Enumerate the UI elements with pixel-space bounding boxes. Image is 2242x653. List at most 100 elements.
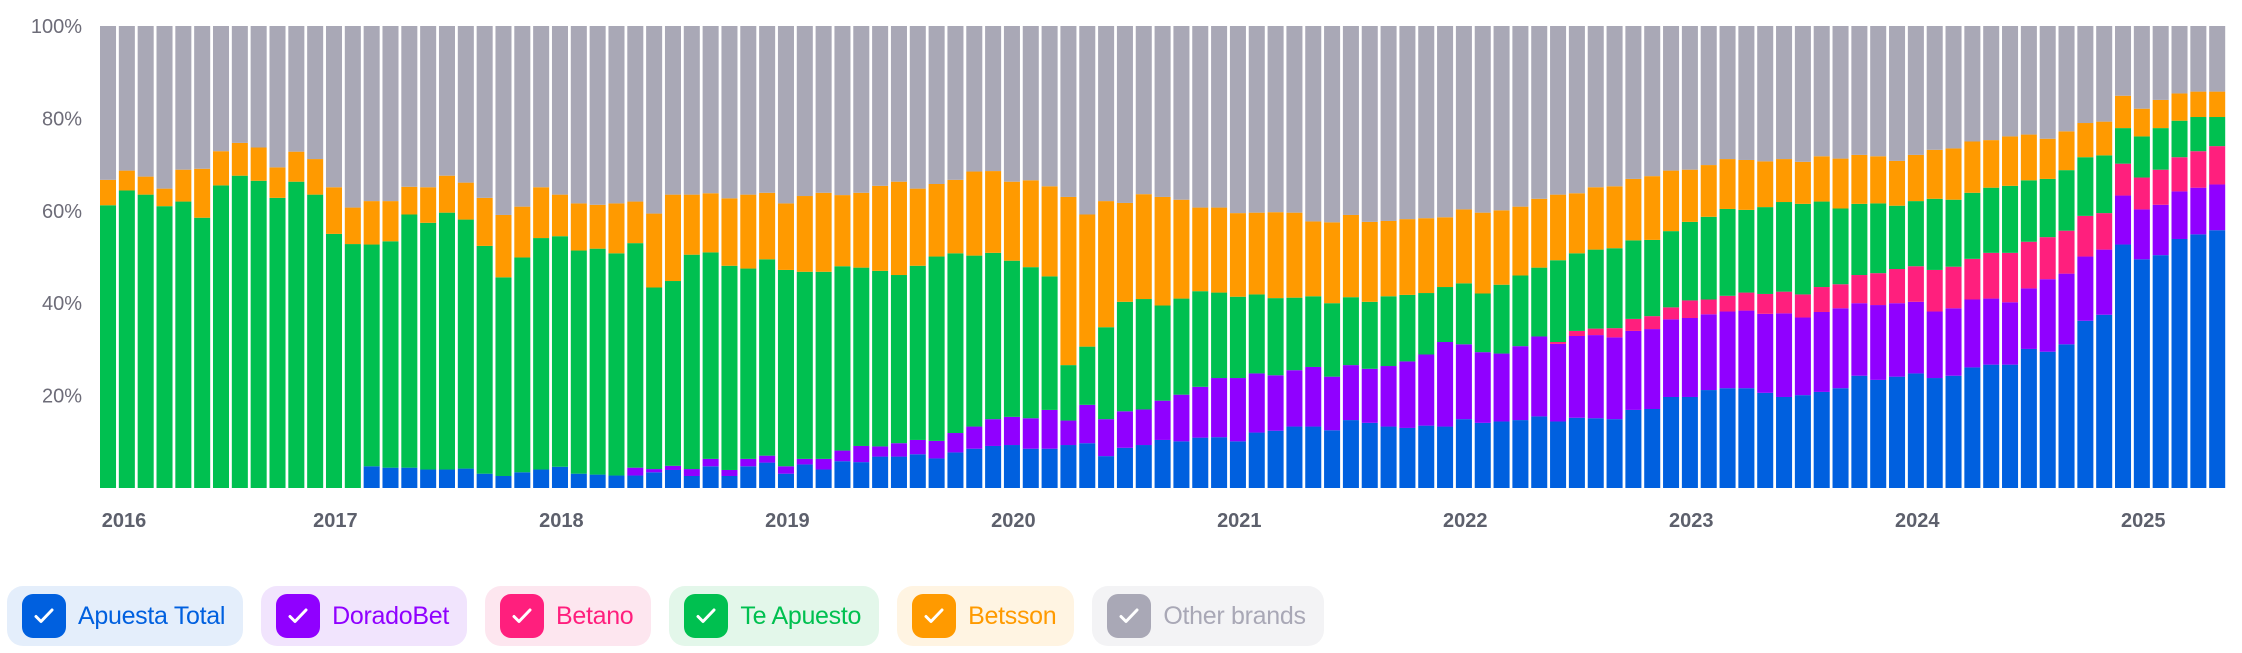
bar-segment-betano: [1757, 293, 1774, 314]
stacked-bar-chart: 20% 40% 60% 80% 100% 2016 2017 2018 2019…: [31, 16, 2226, 532]
bar-segment-apuesta-total: [476, 473, 493, 488]
legend-toggle-betano[interactable]: Betano: [484, 586, 652, 646]
bar-segment-betsson: [1399, 219, 1416, 295]
bar-segment-betsson: [1192, 207, 1209, 292]
bar-segment-other-brands: [457, 26, 474, 183]
bar-segment-other-brands: [2096, 26, 2113, 122]
bar-segment-betano: [1870, 273, 1887, 306]
bar-segment-betsson: [1625, 178, 1642, 241]
bar-segment-apuesta-total: [2171, 238, 2188, 488]
bar-segment-te-apuesto: [2039, 178, 2056, 238]
bar-segment-betsson: [1851, 154, 1868, 204]
bar-segment-apuesta-total: [1794, 395, 1811, 488]
bar-segment-te-apuesto: [1399, 294, 1416, 362]
bar-segment-te-apuesto: [156, 206, 173, 488]
bar-segment-betsson: [288, 151, 305, 182]
bar-segment-betsson: [683, 194, 700, 255]
y-tick-label: 100%: [31, 16, 82, 38]
bar-segment-other-brands: [118, 26, 135, 171]
bar-segment-other-brands: [514, 26, 531, 207]
bar-segment-betano: [1907, 266, 1924, 302]
bar-segment-betsson: [231, 142, 248, 176]
bar-segment-betsson: [2152, 99, 2169, 129]
bar-segment-doradobet: [702, 458, 719, 467]
bar-segment-doradobet: [1229, 378, 1246, 442]
y-tick-label: 80%: [42, 108, 82, 130]
bar-segment-te-apuesto: [1493, 284, 1510, 354]
bar-segment-doradobet: [909, 439, 926, 455]
bar-segment-te-apuesto: [721, 265, 738, 470]
bar-segment-apuesta-total: [2152, 255, 2169, 488]
legend-toggle-apuesta-total[interactable]: Apuesta Total: [7, 586, 244, 646]
bar-segment-doradobet: [1870, 305, 1887, 380]
bar-segment-apuesta-total: [702, 466, 719, 488]
bar-segment-doradobet: [627, 467, 644, 476]
bar-segment-apuesta-total: [1983, 364, 2000, 488]
bar-segment-doradobet: [1983, 298, 2000, 365]
bar-segment-betsson: [1380, 220, 1397, 297]
bar-segment-apuesta-total: [570, 473, 587, 488]
legend-toggle-other-brands[interactable]: Other brands: [1092, 586, 1324, 646]
bar-segment-te-apuesto: [759, 259, 776, 456]
x-tick-label: 2024: [1895, 510, 1940, 532]
checkbox-checked-icon[interactable]: [276, 594, 321, 638]
bar-segment-other-brands: [1926, 26, 1943, 150]
bar-segment-doradobet: [1211, 378, 1228, 438]
bar-segment-apuesta-total: [1286, 426, 1303, 488]
legend-label: Apuesta Total: [78, 601, 226, 630]
bar-segment-betano: [1926, 269, 1943, 312]
bar-segment-apuesta-total: [1418, 425, 1435, 488]
bar-segment-apuesta-total: [1437, 426, 1454, 488]
bar-segment-betsson: [212, 151, 230, 186]
bar-segment-other-brands: [1361, 26, 1378, 222]
bar-segment-betsson: [1116, 202, 1133, 302]
bar-segment-doradobet: [872, 446, 889, 457]
bar-segment-apuesta-total: [872, 456, 889, 488]
bar-segment-apuesta-total: [1606, 419, 1623, 488]
checkbox-checked-icon[interactable]: [499, 594, 544, 638]
bar-segment-te-apuesto: [1531, 267, 1548, 337]
bar-segment-betsson: [495, 214, 512, 278]
bar-segment-other-brands: [1229, 26, 1246, 214]
bar-segment-doradobet: [2133, 209, 2150, 260]
bar-segment-other-brands: [1889, 26, 1906, 161]
checkbox-checked-icon[interactable]: [912, 594, 957, 638]
bar-segment-other-brands: [344, 26, 361, 208]
bar-segment-te-apuesto: [137, 194, 154, 488]
bar-segment-te-apuesto: [1286, 297, 1303, 371]
bar-segment-apuesta-total: [1455, 419, 1472, 488]
bar-segment-te-apuesto: [1945, 199, 1962, 267]
bar-segment-other-brands: [100, 26, 117, 180]
bar-segment-other-brands: [2115, 26, 2132, 96]
bar-segment-other-brands: [1606, 26, 1623, 187]
bar-segment-betsson: [1324, 222, 1341, 304]
bar-segment-other-brands: [909, 26, 926, 189]
bar-segment-betsson: [627, 201, 644, 244]
bar-segment-other-brands: [2190, 26, 2207, 92]
bar-segment-betano: [2002, 252, 2019, 303]
bar-segment-doradobet: [1455, 344, 1472, 420]
legend-toggle-betsson[interactable]: Betsson: [897, 586, 1075, 646]
bar-segment-betsson: [2096, 121, 2113, 156]
bar-segment-other-brands: [1587, 26, 1604, 188]
bar-segment-other-brands: [1568, 26, 1585, 194]
bar-segment-other-brands: [1813, 26, 1830, 157]
checkbox-checked-icon[interactable]: [684, 594, 729, 638]
bar-segment-doradobet: [1512, 346, 1529, 421]
bar-segment-doradobet: [1041, 409, 1058, 449]
bar-segment-te-apuesto: [2077, 157, 2094, 216]
bar-segment-apuesta-total: [796, 464, 813, 488]
bar-segment-betsson: [1568, 193, 1585, 254]
bar-segment-apuesta-total: [1926, 378, 1943, 488]
bar-segment-te-apuesto: [646, 287, 663, 470]
bar-segment-te-apuesto: [966, 255, 983, 427]
legend-toggle-doradobet[interactable]: DoradoBet: [261, 586, 467, 646]
bar-segment-other-brands: [1945, 26, 1962, 149]
bar-segment-te-apuesto: [1324, 303, 1341, 377]
bar-segment-doradobet: [928, 440, 945, 459]
bar-segment-other-brands: [231, 26, 248, 143]
checkbox-checked-icon[interactable]: [22, 594, 66, 638]
checkbox-checked-icon[interactable]: [1107, 594, 1152, 638]
legend-toggle-te-apuesto[interactable]: Te Apuesto: [669, 586, 880, 646]
bar-segment-other-brands: [1983, 26, 2000, 141]
